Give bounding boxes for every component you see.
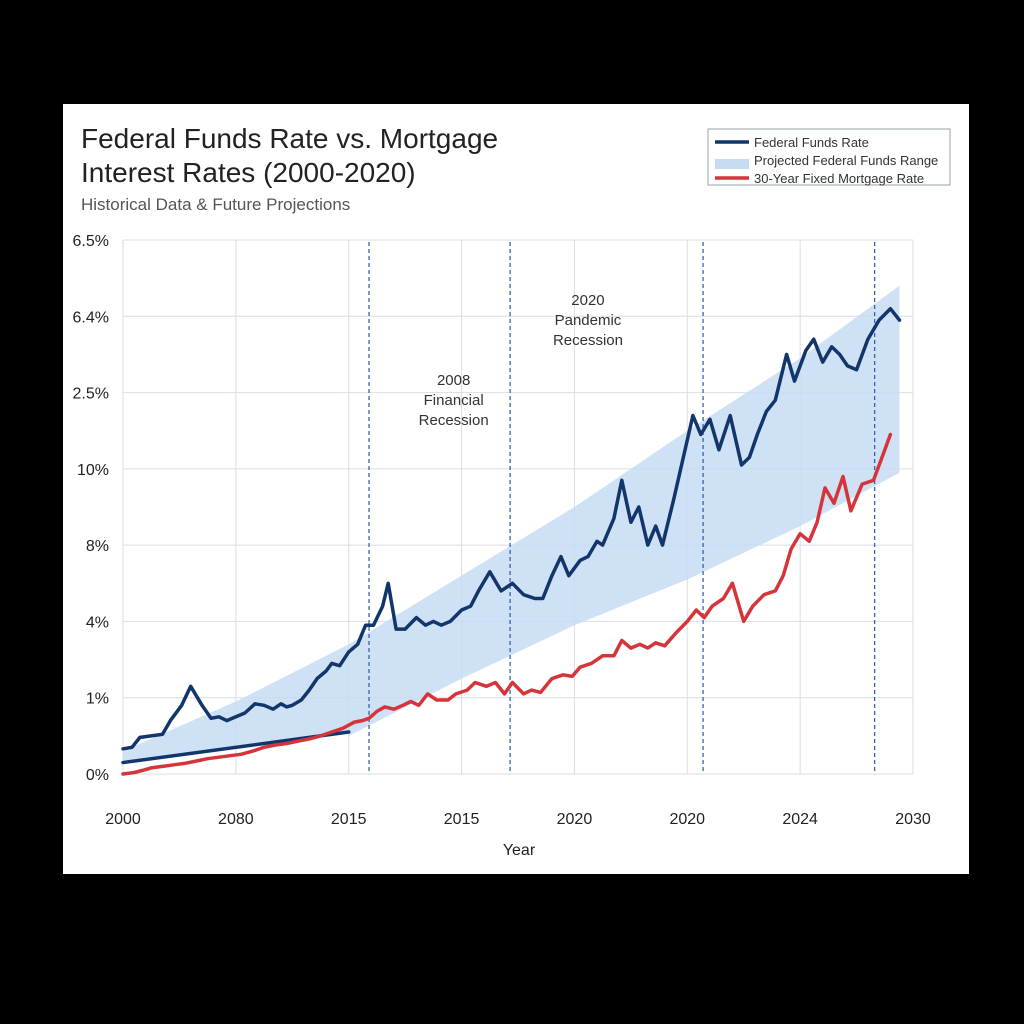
y-tick-label: 8% <box>86 538 109 555</box>
annotations: 2008 Financial Recession 2020 Pandemic Recess… <box>419 292 623 429</box>
annotation-text: 2008 <box>437 372 470 389</box>
series-layer <box>121 306 902 776</box>
y-tick-label: 6.5% <box>73 233 109 250</box>
x-tick-label: 2015 <box>444 811 480 828</box>
chart-svg: 0% 1% 4% 8% 10% 2.5% 6.4% 6.5% 2000 2080 2015 2015 2… <box>73 123 951 859</box>
x-tick-label: 2080 <box>218 811 254 828</box>
x-tick-label: 2024 <box>782 811 818 828</box>
y-tick-label: 0% <box>86 767 109 784</box>
y-tick-label: 6.4% <box>73 309 109 326</box>
mortgage-rate-line <box>121 432 893 776</box>
legend: Federal Funds Rate Projected Federal Fund… <box>707 128 951 186</box>
annotation-text: Recession <box>419 412 489 429</box>
annotation-text: 2020 <box>571 292 604 309</box>
y-tick-label: 2.5% <box>73 386 109 403</box>
fed-funds-rate-line <box>121 306 902 751</box>
x-tick-label: 2000 <box>105 811 141 828</box>
legend-swatch-band <box>715 159 749 169</box>
annotation-text: Financial <box>424 392 484 409</box>
chart-title-line2: Interest Rates (2000-2020) <box>81 157 416 188</box>
y-tick-label: 4% <box>86 614 109 631</box>
legend-label: Federal Funds Rate <box>754 135 869 150</box>
x-tick-label: 2020 <box>669 811 705 828</box>
chart-title-line1: Federal Funds Rate vs. Mortgage <box>81 123 498 154</box>
tick-labels: 0% 1% 4% 8% 10% 2.5% 6.4% 6.5% 2000 2080 2015 2015 2… <box>73 233 931 828</box>
y-tick-label: 10% <box>77 462 109 479</box>
chart-card: 0% 1% 4% 8% 10% 2.5% 6.4% 6.5% 2000 2080 2015 2015 2… <box>63 104 969 874</box>
projection-band <box>123 285 900 763</box>
x-tick-label: 2015 <box>331 811 367 828</box>
x-tick-label: 2030 <box>895 811 931 828</box>
projection-band-layer <box>123 285 900 763</box>
x-tick-label: 2020 <box>557 811 593 828</box>
legend-label: Projected Federal Funds Range <box>754 153 938 168</box>
x-axis-label: Year <box>503 842 536 859</box>
y-tick-label: 1% <box>86 691 109 708</box>
legend-box <box>707 128 951 186</box>
annotation-text: Pandemic <box>555 312 622 329</box>
annotation-text: Recession <box>553 332 623 349</box>
legend-label: 30-Year Fixed Mortgage Rate <box>754 171 924 186</box>
chart-subtitle: Historical Data & Future Projections <box>81 195 350 214</box>
